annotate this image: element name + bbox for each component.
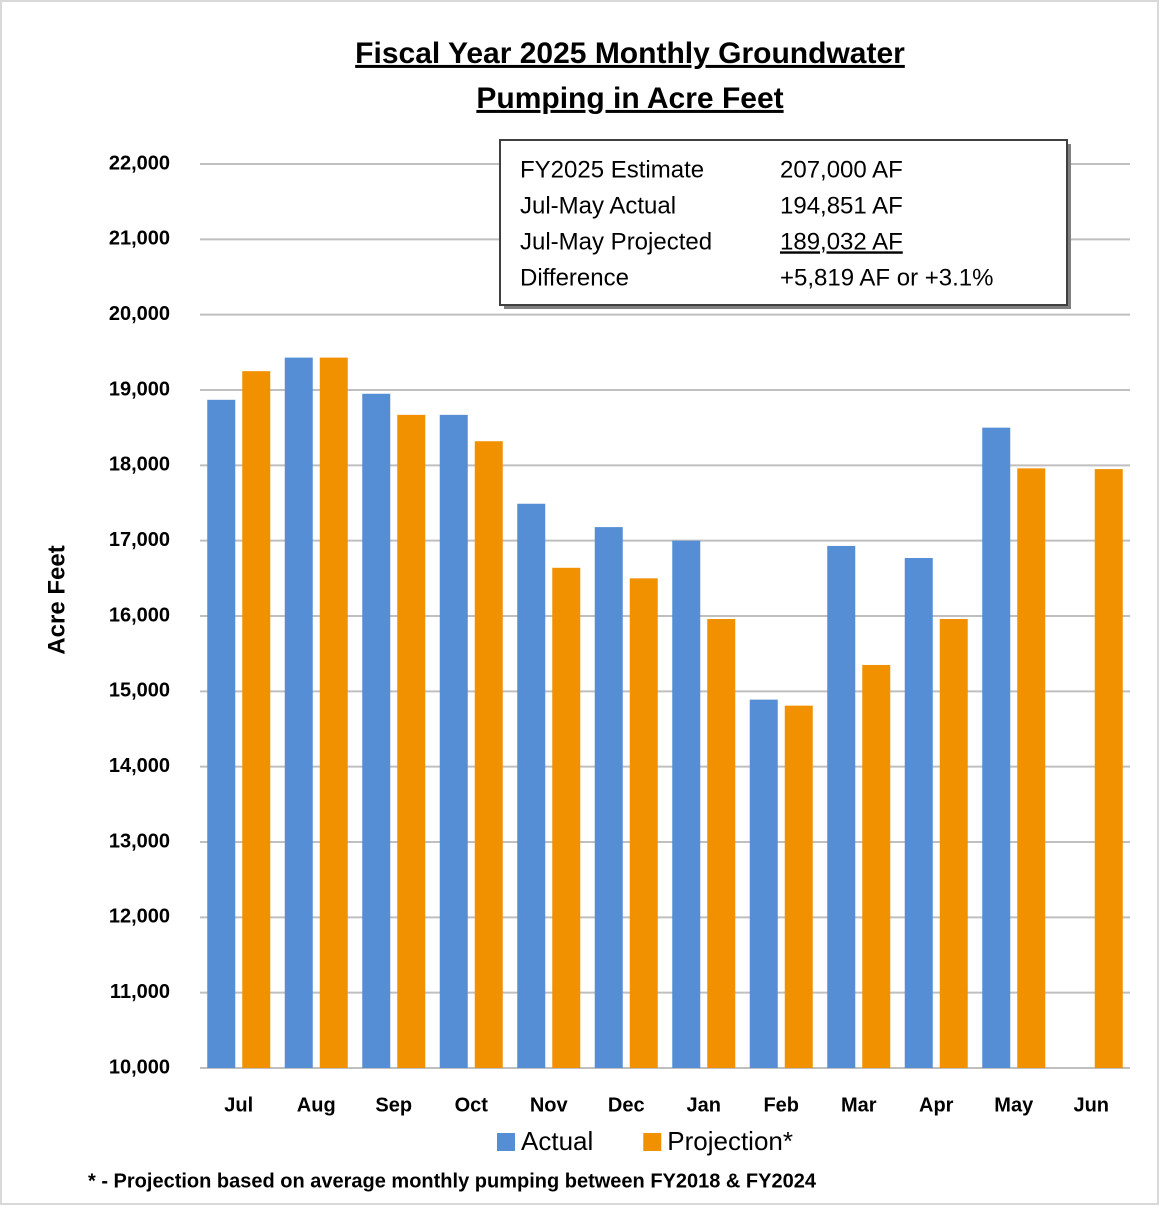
bar — [672, 540, 701, 1068]
y-tick-label: 13,000 — [109, 830, 170, 852]
y-tick-label: 18,000 — [109, 454, 170, 476]
bar — [1094, 469, 1123, 1069]
legend-label: Projection* — [667, 1126, 793, 1156]
bar — [439, 414, 468, 1068]
bar — [749, 699, 778, 1068]
bar — [862, 664, 891, 1068]
bar — [939, 619, 968, 1068]
x-tick-label: Aug — [297, 1094, 336, 1116]
bar — [397, 414, 426, 1068]
bar — [517, 503, 546, 1069]
bar — [552, 567, 581, 1068]
bar — [594, 527, 623, 1068]
y-tick-label: 19,000 — [109, 378, 170, 400]
box-label: FY2025 Estimate — [520, 156, 704, 183]
bar — [827, 545, 856, 1068]
bar — [784, 705, 813, 1068]
x-tick-label: Jan — [687, 1094, 721, 1116]
box-value: +5,819 AF or +3.1% — [780, 264, 993, 291]
bar — [629, 578, 658, 1068]
x-tick-label: Sep — [375, 1094, 412, 1116]
chart-title: Pumping in Acre Feet — [476, 82, 783, 115]
bar — [207, 399, 236, 1068]
bar — [1017, 468, 1046, 1068]
y-tick-label: 14,000 — [109, 755, 170, 777]
bar — [982, 427, 1011, 1069]
annotation-box — [499, 139, 1068, 306]
box-label: Jul-May Actual — [520, 192, 676, 219]
box-label: Difference — [520, 264, 629, 291]
x-tick-label: Dec — [608, 1094, 645, 1116]
bar — [474, 441, 503, 1068]
y-tick-label: 11,000 — [110, 981, 170, 1003]
box-value: 207,000 AF — [780, 156, 903, 183]
x-tick-label: Nov — [530, 1094, 569, 1116]
y-tick-label: 16,000 — [109, 604, 170, 626]
bar — [319, 357, 348, 1068]
box-value: 189,032 AF — [780, 228, 903, 255]
y-tick-label: 17,000 — [109, 529, 170, 551]
bar — [284, 357, 313, 1068]
y-tick-label: 12,000 — [109, 906, 170, 928]
legend-swatch — [497, 1133, 515, 1151]
bar — [362, 393, 391, 1068]
box-label: Jul-May Projected — [520, 228, 712, 255]
box-value: 194,851 AF — [780, 192, 903, 219]
y-tick-label: 21,000 — [109, 228, 170, 250]
x-tick-label: Jun — [1073, 1094, 1109, 1116]
legend-swatch — [643, 1133, 662, 1151]
x-tick-label: Oct — [455, 1094, 489, 1116]
footnote: * - Projection based on average monthly … — [88, 1170, 817, 1192]
y-tick-label: 22,000 — [109, 152, 170, 174]
x-tick-label: Apr — [919, 1094, 954, 1116]
bar — [904, 557, 933, 1068]
y-axis-label: Acre Feet — [43, 545, 70, 654]
legend-label: Actual — [521, 1126, 593, 1156]
x-tick-label: May — [994, 1094, 1034, 1116]
chart-title: Fiscal Year 2025 Monthly Groundwater — [355, 37, 905, 70]
x-tick-label: Jul — [224, 1094, 253, 1116]
bar — [242, 371, 271, 1069]
y-tick-label: 15,000 — [109, 680, 170, 702]
y-tick-label: 20,000 — [109, 303, 170, 325]
bar — [707, 619, 736, 1068]
y-tick-label: 10,000 — [109, 1056, 170, 1078]
x-tick-label: Feb — [763, 1094, 799, 1116]
x-tick-label: Mar — [841, 1094, 877, 1116]
